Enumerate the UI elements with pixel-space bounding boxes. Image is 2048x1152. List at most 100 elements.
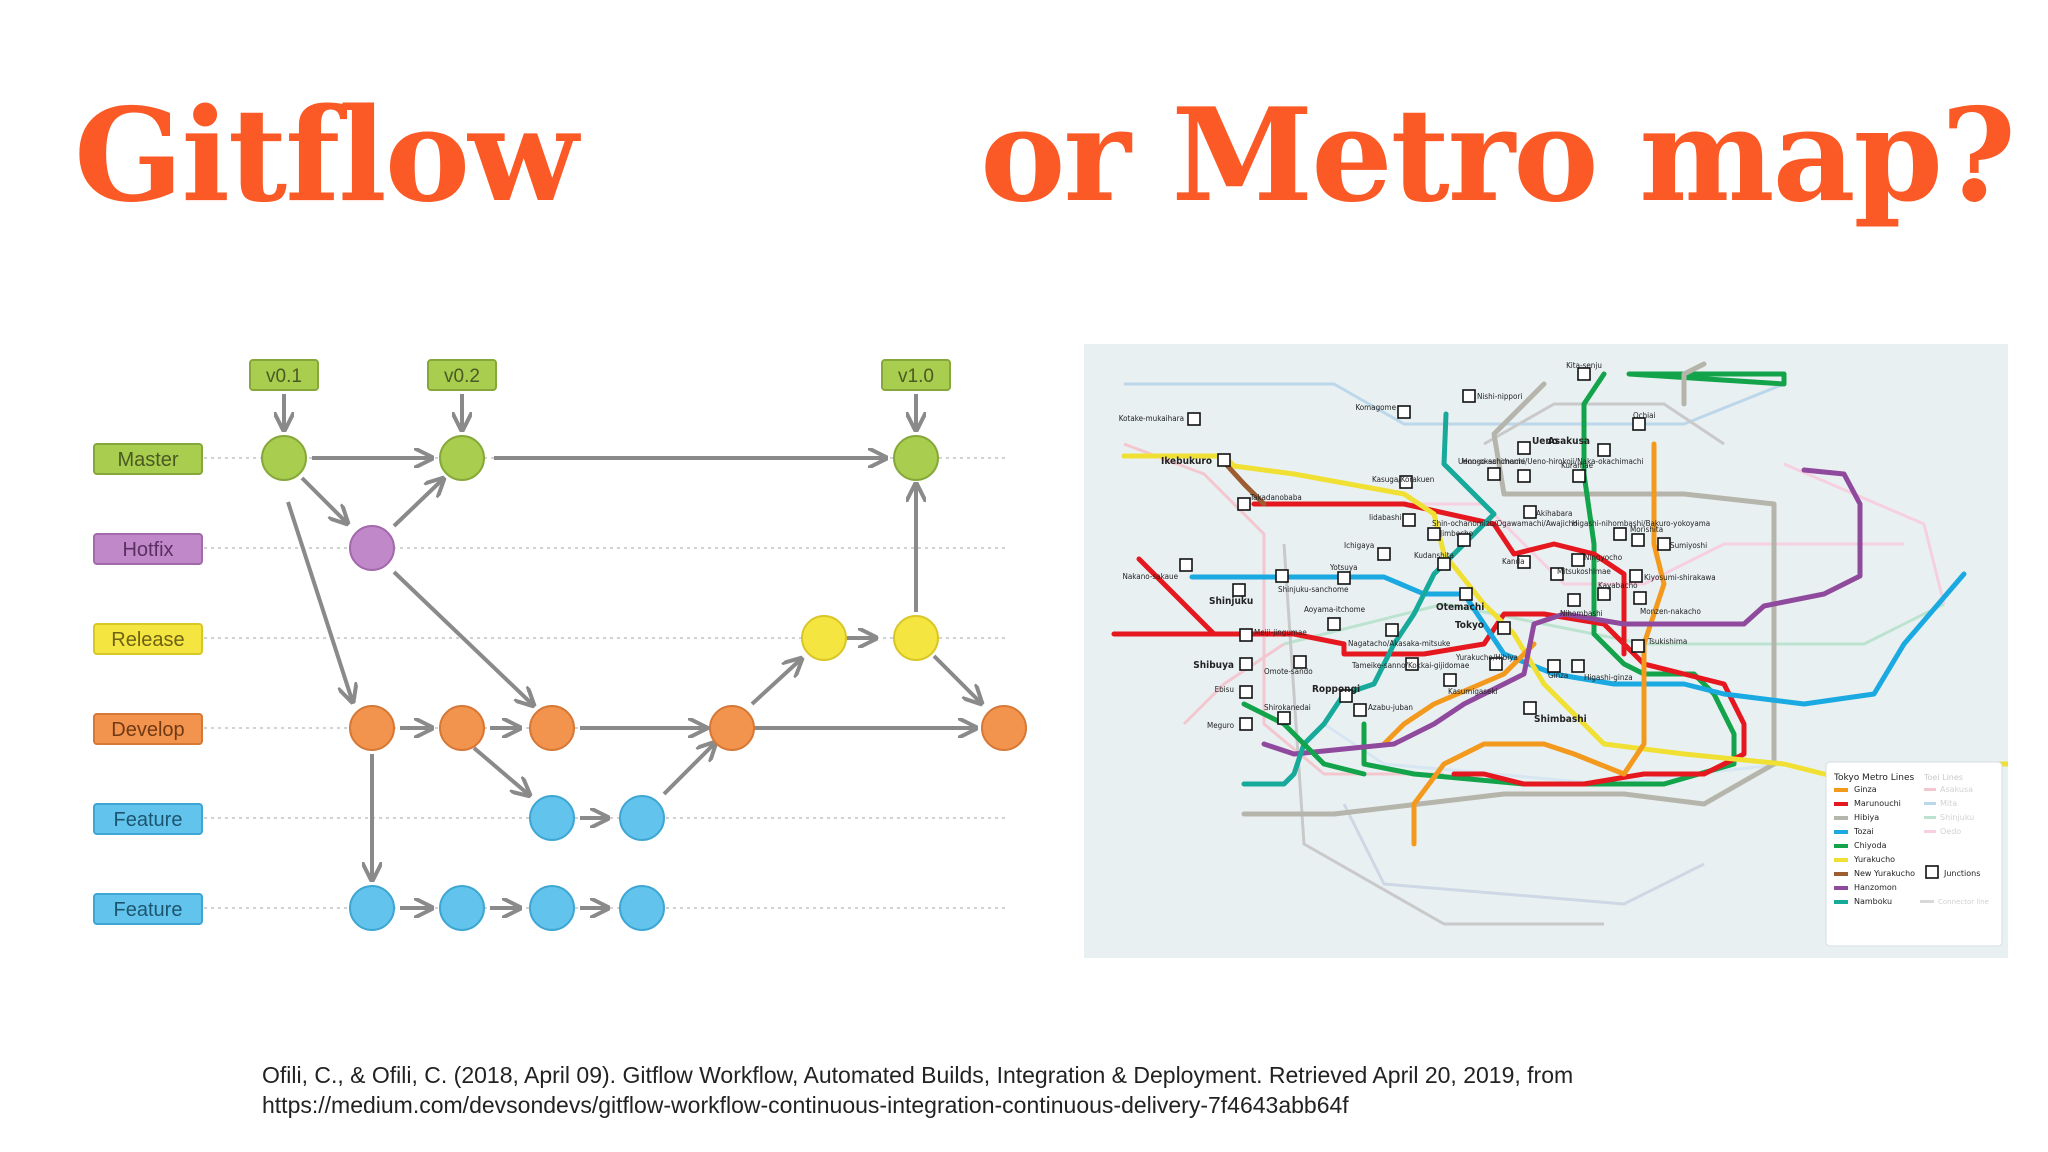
commit-node [893,435,939,481]
station-label: Yotsuya [1329,563,1358,572]
gitflow-diagram: Master Hotfix Release Develop Feature Fe… [93,359,1027,931]
station-label: Kiyosumi-shirakawa [1644,573,1716,582]
toei-line [1783,462,1946,605]
legend-toei-label: Oedo [1940,827,1961,836]
station: Ningyocho [1571,553,1623,567]
station: Ginza [1547,659,1568,680]
station: Monzen-nakacho [1633,591,1701,616]
station-label: Kita-senju [1566,361,1602,370]
station: Sumiyoshi [1657,537,1707,551]
legend-junctions-label: Junctions [1943,869,1980,878]
station-label: Ueno-okachimachi/Ueno-hirokoji/Naka-okac… [1458,457,1643,466]
station: Shibuya [1193,657,1253,671]
station: Shinjuku-sanchome [1275,569,1349,594]
legend-swatch [1834,816,1848,820]
station-label: Higashi-nihombashi/Bakuro-yokoyama [1572,519,1710,528]
branch-label-feature-1: Feature [93,803,203,835]
station-label: Komagome [1355,403,1396,412]
legend-toei-label: Shinjuku [1940,813,1974,822]
metro-stations: Kita-senju Nishi-nippori Komagome Kotake-mu… [1119,361,1716,731]
legend-line-label: Chiyoda [1854,841,1887,850]
station: Ueno-okachimachi/Ueno-hirokoji/Naka-okac… [1458,457,1643,483]
station-label: Shin-ochanomizu/Ogawamachi/Awajicho [1432,519,1578,528]
toei-line [1124,382,1785,426]
commit-node [261,435,307,481]
tag-v1-0: v1.0 [881,359,951,391]
station-label: Roppongi [1312,684,1360,695]
new-yurakucho-line [1221,459,1267,507]
chiyoda-line [1241,701,1367,777]
tag-v0-2: v0.2 [427,359,497,391]
station: Ebisu [1215,685,1253,699]
station: Iidabashi [1369,513,1416,527]
station-label: Kanda [1502,557,1525,566]
svg-text:Hotfix: Hotfix [122,539,173,561]
hanzomon-line [1261,467,1863,757]
station-label: Ichigaya [1344,541,1374,550]
station-label: Sumiyoshi [1670,541,1707,550]
legend-swatch [1924,830,1936,833]
station: Yurakucho/Hibiya [1455,653,1518,671]
station-label: Ginza [1548,671,1568,680]
station-label: Tsukishima [1647,637,1687,646]
station: Kudanshita [1414,551,1454,571]
station-label: Kayabacho [1598,581,1638,590]
station-label: Otemachi [1436,602,1484,613]
svg-text:v0.1: v0.1 [266,366,302,387]
commit-node [439,705,485,751]
station: Kita-senju [1566,361,1602,381]
station-label: Tameike-sanno/Kokkai-gijidomae [1351,661,1470,670]
legend-title: Tokyo Metro Lines [1833,773,1915,783]
legend-swatch [1924,802,1936,805]
station: Higashi-ginza [1571,659,1633,682]
hibiya-line [1681,361,1707,407]
station-label: Jimbocho [1439,529,1474,538]
branch-label-release: Release [93,623,203,655]
station-label: Kasumigaseki [1448,687,1498,696]
station-label: Nagatacho/Akasaka-mitsuke [1348,639,1451,648]
station: Kayabacho [1597,581,1638,601]
legend-toei-label: Mita [1940,799,1957,808]
namboku-line [1241,411,1497,787]
svg-text:Feature: Feature [114,809,183,831]
legend-swatch [1834,886,1848,890]
legend-junction-icon [1925,865,1939,879]
station-label: Shimbashi [1534,714,1587,725]
station: Shin-ochanomizu/Ogawamachi/Awajicho [1432,519,1578,547]
station: Kasumigaseki [1443,673,1498,696]
commit-node [709,705,755,751]
station-label: Iidabashi [1369,513,1401,522]
station: Meguro [1207,717,1253,731]
station-label: Kudanshita [1414,551,1454,560]
feature-1-commits [529,795,665,841]
gitflow-arrows [284,394,980,908]
toei-line [1182,642,1285,726]
toei-line [1282,543,1604,926]
commit-node [349,705,395,751]
station: Kasuga/Korakuen [1372,475,1434,489]
station: Aoyama-itchome [1304,605,1366,631]
commit-node [981,705,1027,751]
station: Takadanobaba [1237,493,1302,511]
slide-title-metro-map: or Metro map? [980,81,2016,231]
station: Akihabara [1523,505,1572,519]
svg-text:Feature: Feature [114,899,183,921]
hotfix-commits [349,525,395,571]
station-label: Monzen-nakacho [1640,607,1701,616]
station: Tsukishima [1631,637,1687,653]
station-label: Shirokanedai [1264,703,1311,712]
station: Morishita [1630,525,1663,547]
legend-connector-label: Connector line [1938,898,1989,906]
legend-swatch [1834,802,1848,806]
legend-swatch [1834,830,1848,834]
svg-text:Develop: Develop [111,719,184,741]
station-label: Mitsukoshimae [1557,567,1611,576]
legend-toei-title: Toei Lines [1923,773,1963,782]
develop-commits [349,705,1027,751]
legend-line-label: New Yurakucho [1854,869,1915,878]
citation-url[interactable]: https://medium.com/devsondevs/gitflow-wo… [262,1092,1349,1118]
svg-text:v1.0: v1.0 [898,366,934,387]
station: Nagatacho/Akasaka-mitsuke [1348,623,1451,648]
toei-line [1244,502,1904,586]
station-label: Ningyocho [1584,553,1623,562]
